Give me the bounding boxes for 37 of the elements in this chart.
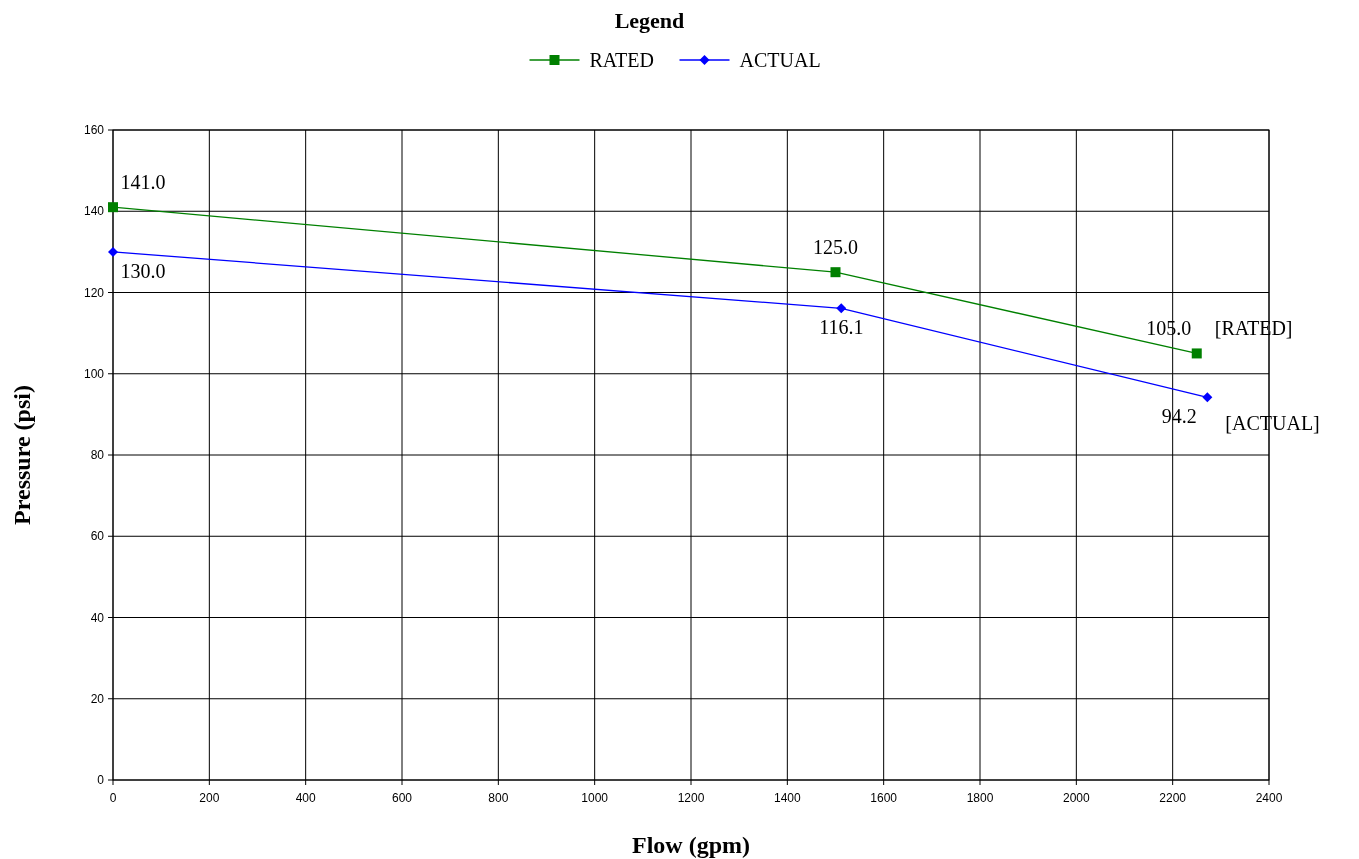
point	[1191, 348, 1202, 359]
x-tick-label: 800	[488, 791, 509, 805]
y-tick-label: 60	[90, 529, 105, 544]
x-tick-label: 0	[109, 791, 117, 805]
x-tick-label: 600	[391, 791, 413, 805]
x-tick-label: 1800	[966, 791, 994, 805]
x-tick-label: 2200	[1159, 791, 1187, 805]
y-tick-label: 120	[83, 285, 105, 300]
x-tick-label: 200	[199, 791, 220, 805]
y-tick-label: 0	[97, 773, 105, 787]
y-tick-label: 100	[83, 366, 105, 381]
point	[836, 303, 847, 314]
data-label: 125.0	[813, 236, 858, 259]
data-label: 116.1	[819, 316, 864, 339]
data-label: 130.0	[120, 259, 166, 282]
x-tick-label: 2400	[1255, 791, 1283, 805]
x-tick-label: 1200	[677, 791, 705, 805]
point	[1202, 392, 1213, 403]
point	[108, 202, 118, 213]
y-tick-label: 140	[83, 204, 105, 219]
x-tick-label: 1600	[870, 791, 898, 805]
y-axis-title: Pressure (psi)	[9, 385, 35, 525]
x-tick-label: 1400	[773, 791, 801, 805]
data-label: 141.0	[120, 171, 166, 194]
legend-label: RATED	[589, 49, 654, 71]
point	[830, 267, 841, 278]
x-axis-title: Flow (gpm)	[632, 832, 750, 858]
point	[108, 246, 118, 257]
y-tick-label: 160	[83, 123, 105, 137]
x-tick-label: 2000	[1062, 791, 1090, 805]
x-tick-label: 400	[295, 791, 316, 805]
legend-label: ACTUAL	[739, 49, 821, 71]
legend-title: Legend	[614, 8, 685, 33]
x-tick-label: 1000	[581, 791, 609, 805]
y-tick-label: 40	[90, 610, 105, 625]
y-tick-label: 80	[90, 448, 105, 462]
y-tick-label: 20	[90, 691, 105, 706]
